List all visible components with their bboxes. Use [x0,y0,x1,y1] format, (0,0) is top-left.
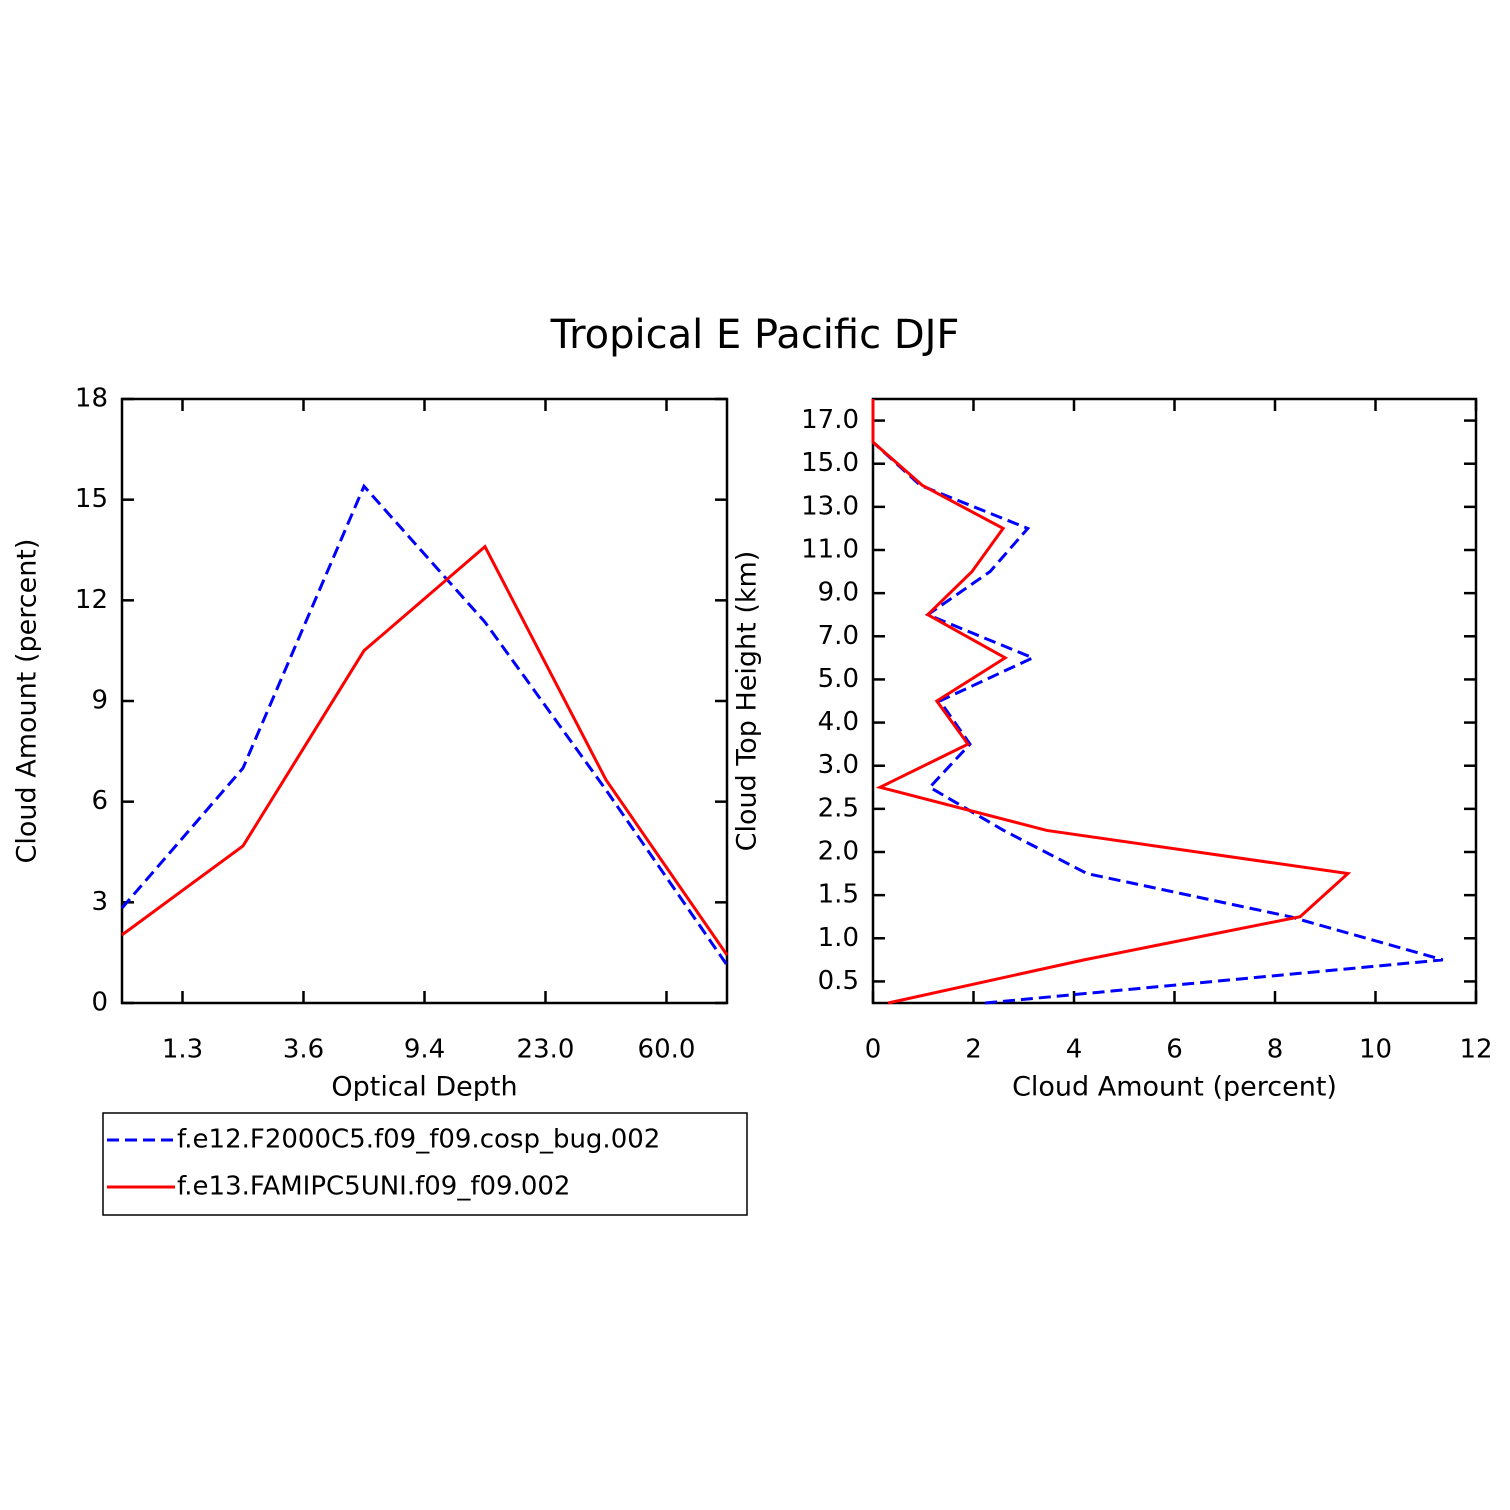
figure-title: Tropical E Pacific DJF [550,312,960,358]
legend-label: f.e13.FAMIPC5UNI.f09_f09.002 [177,1172,570,1202]
x-tick-label: 60.0 [638,1035,696,1065]
y-tick-label: 5.0 [818,664,859,694]
y-tick-label: 18 [75,384,108,414]
series-line [121,544,729,956]
y-tick-label: 11.0 [801,535,859,565]
series-line [871,399,1444,1005]
y-tick-label: 9 [91,686,108,716]
legend-label: f.e12.F2000C5.f09_f09.cosp_bug.002 [177,1125,660,1155]
legend-box [102,1112,748,1216]
plot-frame [871,397,1478,1005]
series-line [871,399,1352,1005]
y-tick-label: 0.5 [818,966,859,996]
y-tick-label: 9.0 [818,578,859,608]
x-tick-label: 23.0 [517,1035,575,1065]
y-tick-label: 2.0 [818,837,859,867]
y-tick-label: 15 [75,484,108,514]
y-tick-label: 3.0 [818,750,859,780]
y-axis-label: Cloud Top Height (km) [732,551,763,852]
y-tick-label: 12 [75,585,108,615]
y-tick-label: 3 [91,887,108,917]
x-tick-label: 6 [1166,1035,1183,1065]
x-tick-label: 1.3 [162,1035,203,1065]
x-tick-label: 4 [1066,1035,1083,1065]
y-tick-label: 17.0 [801,405,859,435]
y-tick-label: 2.5 [818,793,859,823]
x-tick-label: 10 [1359,1035,1392,1065]
y-tick-label: 1.5 [818,880,859,910]
y-axis-label: Cloud Amount (percent) [12,539,43,864]
x-tick-label: 12 [1459,1035,1492,1065]
x-tick-label: 2 [965,1035,982,1065]
y-tick-label: 13.0 [801,491,859,521]
y-tick-label: 6 [91,786,108,816]
x-axis-label: Optical Depth [331,1072,517,1103]
x-tick-label: 0 [865,1035,882,1065]
y-tick-label: 0 [91,988,108,1018]
plot-frame [120,397,729,1005]
x-axis-label: Cloud Amount (percent) [1012,1072,1337,1103]
series-line [120,483,729,966]
y-tick-label: 4.0 [818,707,859,737]
x-tick-label: 8 [1267,1035,1284,1065]
y-tick-label: 7.0 [818,621,859,651]
x-tick-label: 9.4 [404,1035,445,1065]
x-tick-label: 3.6 [283,1035,324,1065]
y-tick-label: 15.0 [801,448,859,478]
y-tick-label: 1.0 [818,923,859,953]
